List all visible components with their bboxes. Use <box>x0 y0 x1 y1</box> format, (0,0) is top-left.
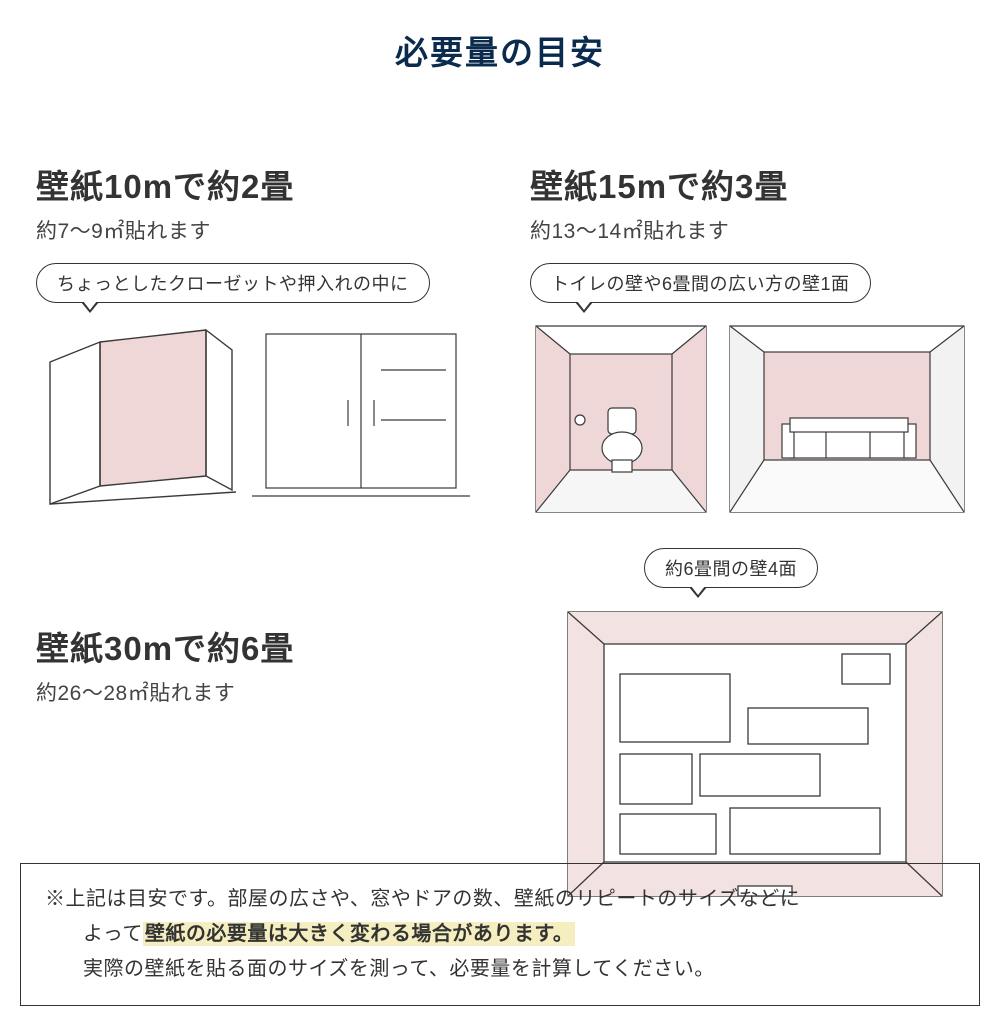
section-15m: 壁紙15mで約3畳 約13～14㎡貼れます トイレの壁や6畳間の広い方の壁1面 <box>530 160 871 303</box>
section-10m-heading: 壁紙10mで約2畳 <box>36 160 430 208</box>
section-15m-speech: トイレの壁や6畳間の広い方の壁1面 <box>530 263 871 303</box>
note-line-2-pre: よって <box>83 923 143 945</box>
note-highlight: 壁紙の必要量は大きく変わる場合があります。 <box>143 922 576 946</box>
section-10m-speech: ちょっとしたクローゼットや押入れの中に <box>36 263 430 303</box>
section-10m-illustration <box>36 328 476 508</box>
section-30m: 壁紙30mで約6畳 約26～28㎡貼れます <box>36 622 294 707</box>
content-grid: 壁紙10mで約2畳 約7～9㎡貼れます ちょっとしたクローゼットや押入れの中に <box>0 74 1000 884</box>
section-15m-illustration <box>530 320 970 520</box>
section-30m-speech-wrap: 約6畳間の壁4面 <box>644 548 818 588</box>
note-line-1: ※上記は目安です。部屋の広さや、窓やドアの数、壁紙のリピートのサイズなどに <box>45 882 959 917</box>
section-15m-heading: 壁紙15mで約3畳 <box>530 160 871 208</box>
section-30m-heading: 壁紙30mで約6畳 <box>36 622 294 670</box>
section-30m-illustration <box>560 604 950 904</box>
section-10m-sub: 約7～9㎡貼れます <box>36 215 430 245</box>
note-line-2: よって壁紙の必要量は大きく変わる場合があります。 <box>45 917 959 952</box>
page-title: 必要量の目安 <box>0 26 1000 74</box>
note-line-3: 実際の壁紙を貼る面のサイズを測って、必要量を計算してください。 <box>45 952 959 987</box>
section-30m-speech: 約6畳間の壁4面 <box>644 548 818 588</box>
section-15m-sub: 約13～14㎡貼れます <box>530 215 871 245</box>
note-box: ※上記は目安です。部屋の広さや、窓やドアの数、壁紙のリピートのサイズなどに よっ… <box>20 863 980 1006</box>
section-30m-sub: 約26～28㎡貼れます <box>36 677 294 707</box>
section-10m: 壁紙10mで約2畳 約7～9㎡貼れます ちょっとしたクローゼットや押入れの中に <box>36 160 430 303</box>
